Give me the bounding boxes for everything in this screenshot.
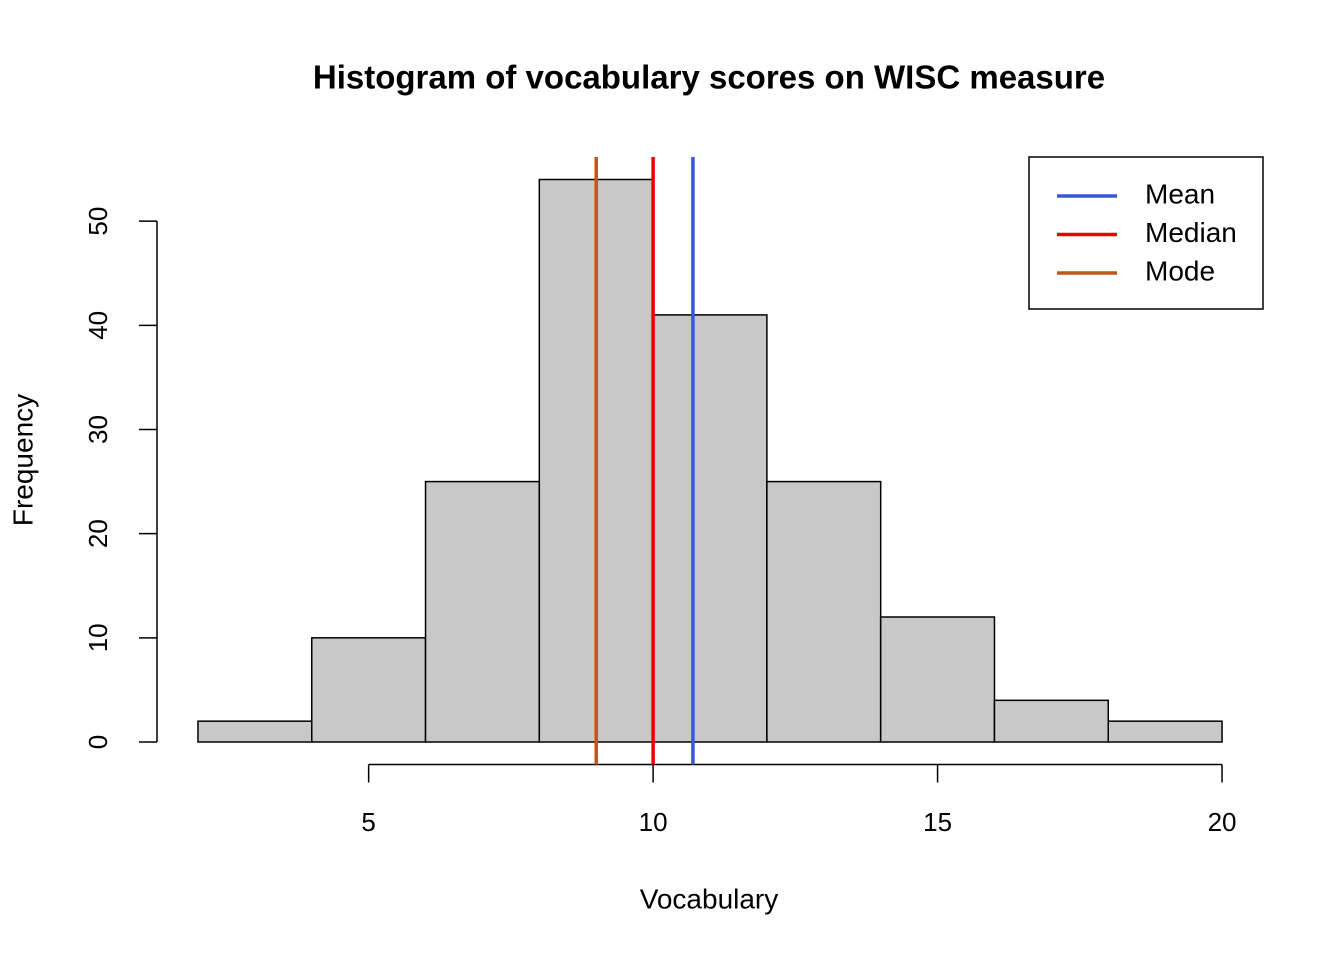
chart-title: Histogram of vocabulary scores on WISC m… — [313, 59, 1105, 96]
legend-label: Mean — [1145, 178, 1215, 209]
y-tick-label: 50 — [83, 207, 113, 236]
legend-label: Median — [1145, 217, 1237, 248]
x-tick-label: 20 — [1208, 807, 1237, 837]
bar — [879, 616, 996, 743]
bar — [197, 720, 313, 743]
bar — [652, 314, 768, 743]
bar — [993, 699, 1110, 743]
y-tick-label: 40 — [83, 311, 113, 340]
x-tick-label: 5 — [361, 807, 375, 837]
y-tick-label: 0 — [83, 735, 113, 749]
bar — [1107, 720, 1223, 743]
x-tick-label: 10 — [639, 807, 668, 837]
legend-label: Mode — [1145, 255, 1215, 286]
x-axis-title: Vocabulary — [640, 883, 779, 914]
y-tick-label: 10 — [83, 623, 113, 652]
bar — [424, 480, 541, 743]
y-tick-label: 30 — [83, 415, 113, 444]
x-tick-label: 15 — [923, 807, 952, 837]
y-axis-title: Frequency — [7, 394, 38, 526]
bar — [766, 480, 882, 743]
bar — [310, 637, 427, 743]
y-tick-label: 20 — [83, 519, 113, 548]
